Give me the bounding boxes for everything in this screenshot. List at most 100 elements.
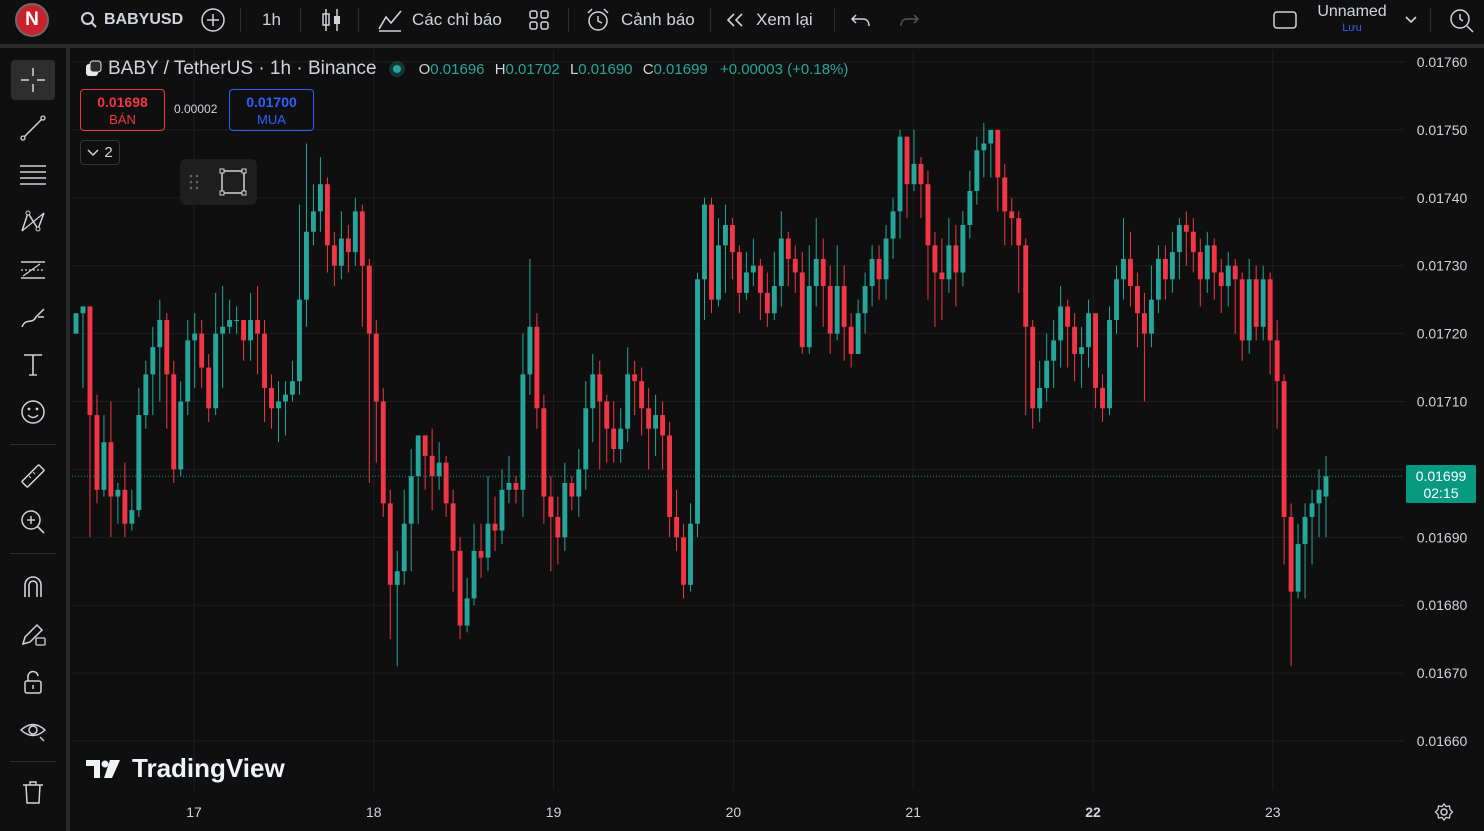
candle-body xyxy=(331,245,337,266)
candle xyxy=(87,306,93,538)
candle-body xyxy=(960,224,966,273)
candle-body xyxy=(569,482,575,497)
candle xyxy=(813,218,819,307)
candle-body xyxy=(1295,544,1301,592)
candle xyxy=(632,360,638,416)
layouts-button[interactable] xyxy=(528,0,550,40)
legend-title[interactable]: BABY / TetherUS · 1h · Binance xyxy=(108,58,377,79)
candle xyxy=(883,224,889,300)
candle-body xyxy=(1141,313,1147,334)
interval-button[interactable]: 1h xyxy=(262,10,281,29)
time-tick-label: 20 xyxy=(726,804,742,820)
candle-body xyxy=(1260,279,1266,327)
candle xyxy=(946,218,952,293)
forecast-tool[interactable] xyxy=(11,250,55,290)
layout-name: Unnamed xyxy=(1317,3,1387,20)
candle-body xyxy=(827,286,833,334)
symbol-search-button[interactable]: BABYUSD xyxy=(80,0,183,40)
candle-body xyxy=(87,306,93,416)
candle-body xyxy=(625,374,631,429)
pattern-tool[interactable] xyxy=(11,202,55,242)
redo-button[interactable] xyxy=(898,0,920,40)
candle xyxy=(729,218,735,280)
chart-type-button[interactable] xyxy=(320,0,344,40)
remove-drawings-tool[interactable] xyxy=(11,772,55,812)
fullscreen-toggle[interactable] xyxy=(1272,0,1298,40)
save-label: Lưu xyxy=(1342,22,1362,34)
candle-body xyxy=(290,381,295,395)
market-status-icon[interactable] xyxy=(388,61,405,77)
stay-drawing-tool[interactable] xyxy=(11,614,55,654)
search-clock-icon xyxy=(1450,9,1474,33)
candle-body xyxy=(855,313,861,354)
indicators-button[interactable]: Các chỉ báo xyxy=(376,0,502,40)
chart-area[interactable] xyxy=(70,48,1484,831)
candle xyxy=(953,224,959,307)
candle-body xyxy=(108,442,114,497)
candle xyxy=(897,129,903,239)
candle xyxy=(1114,265,1119,334)
alerts-button[interactable]: Cảnh báo xyxy=(585,0,695,40)
rectangle-select-icon[interactable] xyxy=(218,167,248,197)
price-axis: 0.01760 0.01750 0.01740 0.01730 0.01720 0.017… xyxy=(1417,54,1468,749)
measure-tool[interactable] xyxy=(11,456,55,496)
candle-body xyxy=(408,476,414,524)
candle xyxy=(653,394,659,456)
buy-button[interactable]: 0.01700 MUA xyxy=(229,89,314,131)
candle-body xyxy=(1253,279,1259,327)
zoom-tool[interactable] xyxy=(11,502,55,542)
candle-body xyxy=(1044,360,1050,388)
candle-body xyxy=(1093,313,1098,388)
replay-button[interactable]: Xem lại xyxy=(724,0,813,40)
brush-tool[interactable] xyxy=(11,298,55,338)
candle-body xyxy=(995,129,1001,178)
candle-body xyxy=(1072,326,1078,354)
crosshair-tool[interactable] xyxy=(11,60,55,100)
candle xyxy=(1072,313,1078,382)
candle-body xyxy=(387,503,393,585)
candle-body xyxy=(722,224,728,246)
compare-symbol-button[interactable] xyxy=(200,0,226,40)
emoji-tool[interactable] xyxy=(11,392,55,432)
candle-body xyxy=(953,245,959,273)
magnet-tool[interactable] xyxy=(11,566,55,606)
candle-body xyxy=(1114,279,1119,321)
trend-line-tool[interactable] xyxy=(11,108,55,148)
indicators-collapse-button[interactable]: 2 xyxy=(80,140,120,165)
candle-body xyxy=(1232,265,1238,280)
candle xyxy=(527,258,533,395)
candle xyxy=(967,170,973,239)
layout-menu-button[interactable] xyxy=(1404,0,1418,40)
candle xyxy=(778,211,784,307)
undo-button[interactable] xyxy=(850,0,872,40)
drag-handle-icon[interactable] xyxy=(188,173,200,191)
candle-body xyxy=(520,374,526,490)
layout-save-button[interactable]: Unnamed Lưu xyxy=(1312,3,1392,35)
user-avatar[interactable]: N xyxy=(15,3,49,37)
candle xyxy=(750,238,756,287)
candle xyxy=(199,320,205,388)
candle xyxy=(1288,503,1294,667)
price-tick-label: 0.01750 xyxy=(1417,122,1468,138)
candle-body xyxy=(157,320,163,348)
candle xyxy=(995,129,1001,212)
candle xyxy=(506,455,512,504)
hide-drawings-tool[interactable] xyxy=(11,710,55,750)
candle xyxy=(1211,238,1217,300)
candle-body xyxy=(834,286,840,334)
gear-icon[interactable] xyxy=(1434,802,1454,822)
candle-body xyxy=(1204,245,1210,280)
horizontal-lines-tool[interactable] xyxy=(11,154,55,194)
candle-body xyxy=(639,381,645,409)
lock-drawings-tool[interactable] xyxy=(11,662,55,702)
candle xyxy=(1030,320,1036,429)
quick-search-button[interactable] xyxy=(1448,0,1474,40)
tradingview-watermark[interactable]: TradingView xyxy=(84,753,285,784)
text-tool[interactable] xyxy=(11,344,55,384)
sell-button[interactable]: 0.01698 BÁN xyxy=(80,89,165,131)
candle xyxy=(1058,286,1064,368)
candle xyxy=(1169,231,1175,293)
candle xyxy=(799,252,805,354)
candle-body xyxy=(792,258,798,273)
